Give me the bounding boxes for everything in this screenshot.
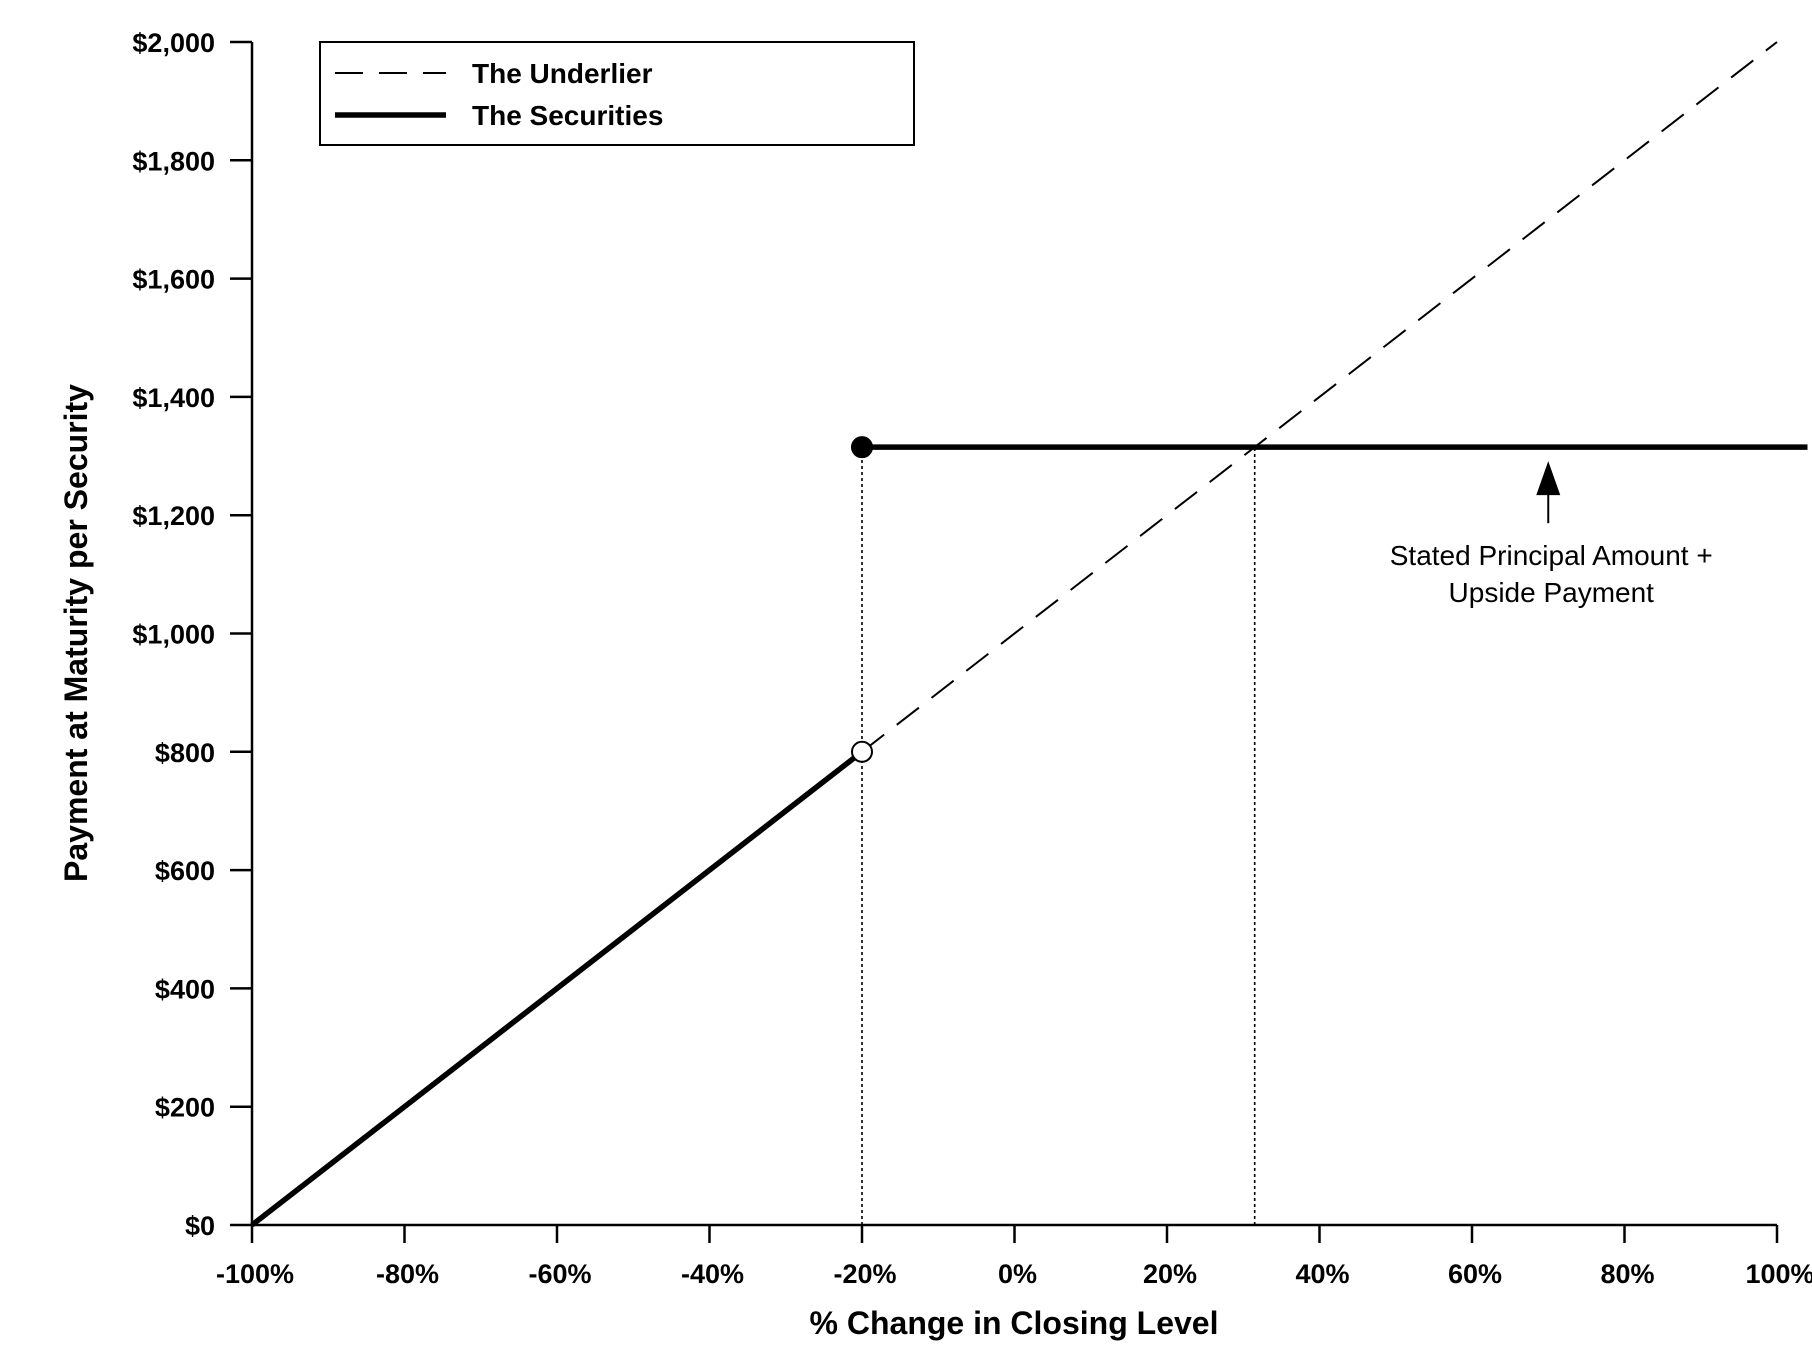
x-tick-label: -60% (528, 1259, 591, 1289)
annotation-text-line: Stated Principal Amount + (1390, 540, 1713, 571)
x-axis-title: % Change in Closing Level (810, 1305, 1219, 1341)
y-tick-label: $0 (185, 1211, 215, 1241)
x-tick-label: -40% (681, 1259, 744, 1289)
securities-line-segment (250, 749, 864, 1228)
axes: $0 $200 $400 $600 $800 $1,000 $1,200 $1,400 $1,6… (132, 28, 1812, 1289)
markers (851, 436, 873, 763)
y-tick-label: $200 (155, 1093, 215, 1123)
y-tick-label: $600 (155, 856, 215, 886)
y-axis-title: Payment at Maturity per Security (58, 384, 94, 882)
x-tick-label: 20% (1143, 1259, 1197, 1289)
y-tick-label: $1,000 (132, 620, 215, 650)
x-tick-label: 80% (1600, 1259, 1654, 1289)
annotation: Stated Principal Amount + Upside Payment (1390, 461, 1713, 608)
y-tick-label: $1,800 (132, 146, 215, 176)
y-tick-label: $400 (155, 974, 215, 1004)
annotation-text-line: Upside Payment (1449, 577, 1655, 608)
y-tick-label: $800 (155, 738, 215, 768)
reference-lines (861, 447, 1256, 1225)
x-tick-label: -80% (376, 1259, 439, 1289)
y-tick-label: $2,000 (132, 28, 215, 58)
legend-label: The Securities (472, 100, 663, 131)
legend-box (319, 41, 915, 146)
x-tick-label: -100% (216, 1259, 294, 1289)
y-tick-label: $1,200 (132, 501, 215, 531)
open-point-marker (851, 740, 873, 763)
x-tick-label: 40% (1295, 1259, 1349, 1289)
underlier-dashed-line (861, 41, 1778, 753)
legend-label: The Underlier (472, 58, 653, 89)
y-tick-label: $1,600 (132, 265, 215, 295)
x-tick-label: -20% (833, 1259, 896, 1289)
legend: The Underlier The Securities (319, 41, 915, 146)
annotation-arrow-head (1536, 461, 1561, 496)
series-lines (250, 41, 1808, 1228)
x-tick-label: 0% (998, 1259, 1037, 1289)
filled-point-marker (851, 436, 873, 459)
y-tick-label: $1,400 (132, 383, 215, 413)
x-tick-label: 100% (1745, 1259, 1812, 1289)
x-tick-label: 60% (1448, 1259, 1502, 1289)
